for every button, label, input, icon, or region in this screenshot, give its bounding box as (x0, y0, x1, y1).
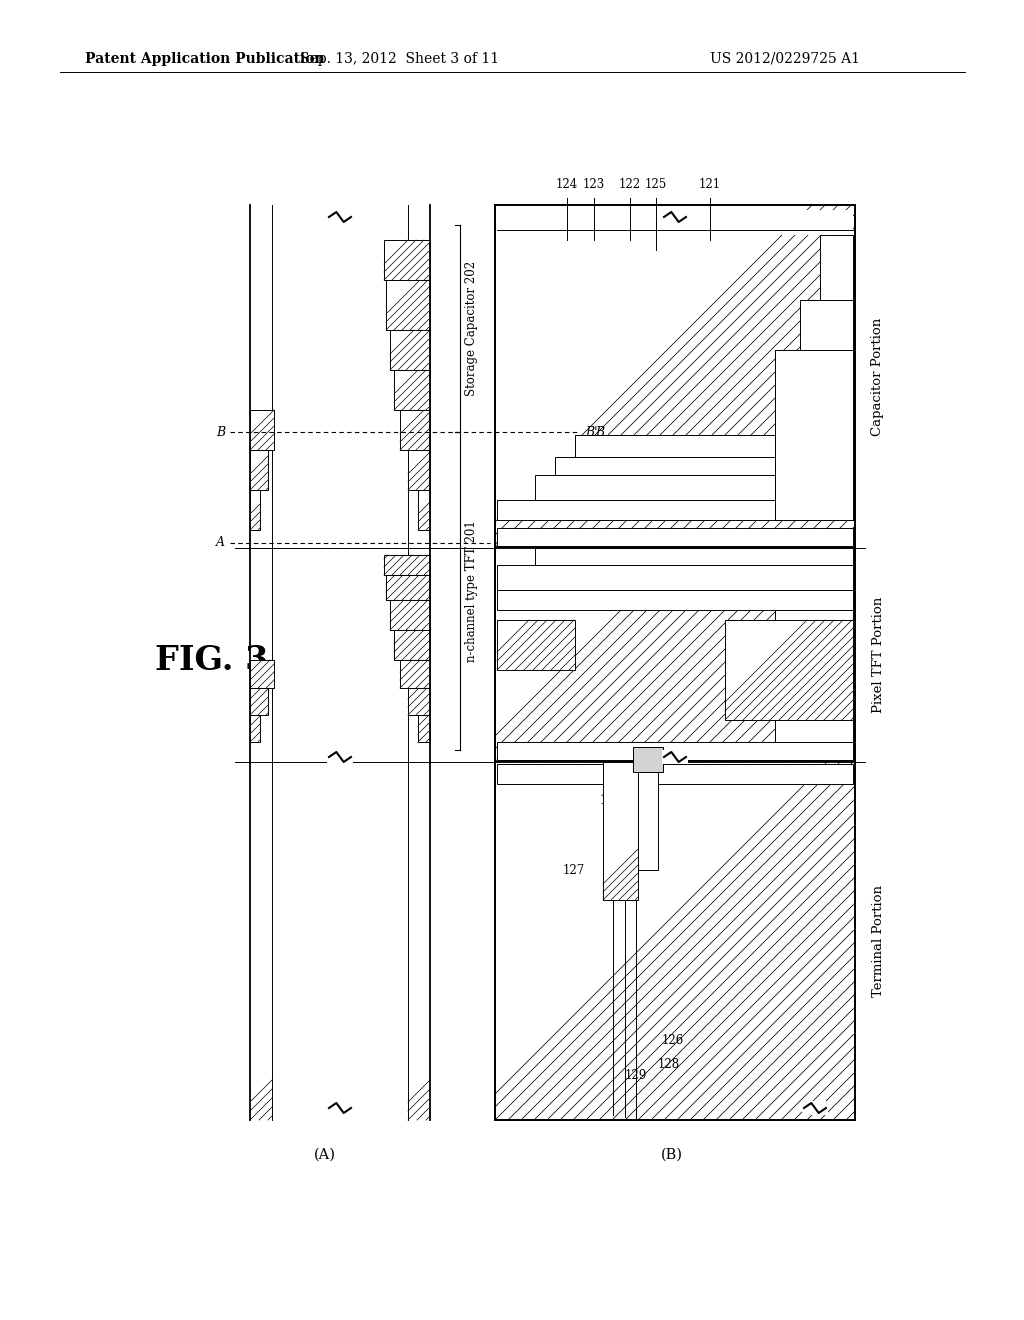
Bar (575, 436, 853, 457)
Bar (327, 1101, 353, 1115)
Bar (662, 750, 688, 764)
Bar (497, 565, 853, 590)
Text: A: A (216, 536, 225, 549)
Text: 122: 122 (618, 178, 641, 191)
Bar (386, 576, 430, 601)
Bar (535, 475, 853, 500)
Bar (497, 764, 853, 784)
Bar (250, 450, 268, 490)
Bar (603, 762, 638, 900)
Bar (327, 750, 353, 764)
Bar (555, 457, 853, 475)
Text: 128: 128 (658, 1059, 680, 1072)
Text: 130: 130 (600, 793, 622, 807)
Text: n-channel type TFT 201: n-channel type TFT 201 (465, 520, 478, 661)
Bar (390, 330, 430, 370)
Bar (327, 210, 353, 224)
Text: 125: 125 (645, 178, 667, 191)
Bar (495, 548, 855, 762)
Bar (250, 715, 260, 742)
Bar (662, 210, 688, 224)
Bar (638, 772, 658, 870)
Bar (250, 660, 274, 688)
Bar (386, 280, 430, 330)
Text: Storage Capacitor 202: Storage Capacitor 202 (465, 261, 478, 396)
Bar (250, 490, 260, 531)
Text: 124: 124 (556, 178, 579, 191)
Bar (250, 411, 274, 450)
Text: US 2012/0229725 A1: US 2012/0229725 A1 (710, 51, 860, 66)
Bar (497, 436, 575, 520)
Bar (725, 620, 853, 719)
Bar (390, 601, 430, 630)
Bar (400, 411, 430, 450)
Bar (497, 590, 853, 610)
Bar (418, 715, 430, 742)
Bar (250, 688, 268, 715)
Bar (408, 220, 430, 531)
Bar (408, 450, 430, 490)
Text: 121: 121 (699, 178, 721, 191)
Bar (820, 235, 853, 300)
Bar (802, 1101, 828, 1115)
Bar (495, 762, 855, 1119)
Text: Pixel TFT Portion: Pixel TFT Portion (871, 597, 885, 713)
Text: B': B' (585, 425, 597, 438)
Bar (497, 620, 575, 671)
Text: 127: 127 (563, 863, 585, 876)
Bar (800, 300, 853, 350)
Bar (497, 528, 853, 546)
Bar (775, 610, 853, 742)
Bar (384, 240, 430, 280)
Text: Terminal Portion: Terminal Portion (871, 884, 885, 997)
Bar (495, 205, 855, 548)
Text: Capacitor Portion: Capacitor Portion (871, 317, 885, 436)
Bar (408, 688, 430, 715)
Bar (384, 554, 430, 576)
Bar (394, 630, 430, 660)
Bar (418, 490, 430, 531)
Text: A': A' (495, 536, 507, 549)
Bar (497, 742, 853, 760)
Bar (775, 350, 853, 520)
Text: FIG. 3: FIG. 3 (155, 644, 268, 676)
Text: (A): (A) (314, 1148, 336, 1162)
Bar (394, 370, 430, 411)
Bar (633, 747, 663, 772)
Bar (400, 660, 430, 688)
Text: B: B (216, 425, 225, 438)
Text: Sep. 13, 2012  Sheet 3 of 11: Sep. 13, 2012 Sheet 3 of 11 (300, 51, 500, 66)
Text: 123: 123 (583, 178, 605, 191)
Text: (B): (B) (662, 1148, 683, 1162)
Bar (535, 548, 853, 565)
Text: 129: 129 (625, 1069, 647, 1082)
Bar (497, 500, 853, 520)
Text: B: B (595, 425, 604, 438)
Bar (497, 210, 853, 235)
Text: 126: 126 (662, 1034, 684, 1047)
Text: Patent Application Publication: Patent Application Publication (85, 51, 325, 66)
